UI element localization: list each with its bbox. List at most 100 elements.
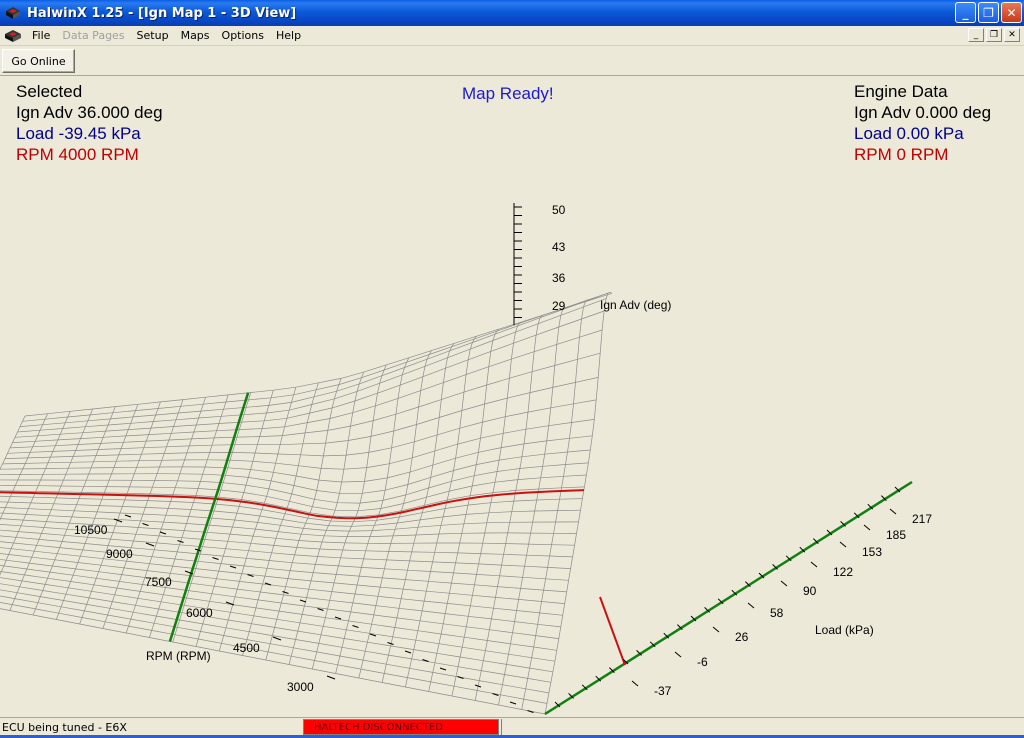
rpm-minor-tick-0	[124, 514, 132, 518]
z-tick-label: 36	[552, 271, 566, 285]
status-divider	[501, 719, 502, 735]
minimize-button[interactable]: _	[955, 2, 976, 23]
engine-data-panel: Engine Data Ign Adv 0.000 deg Load 0.00 …	[854, 81, 991, 165]
menu-file[interactable]: File	[32, 29, 51, 42]
rpm-axis-tick-2	[184, 570, 194, 575]
menu-maps[interactable]: Maps	[180, 29, 210, 42]
mesh-line-load-23	[474, 314, 545, 701]
rpm-minor-tick-23	[527, 710, 534, 713]
load-minor-tick-9	[677, 624, 683, 630]
rpm-axis-tick-5	[326, 675, 336, 680]
mesh-line-load-24	[498, 307, 567, 706]
load-minor-tick-11	[704, 607, 710, 613]
rpm-minor-tick-16	[404, 650, 412, 654]
mesh-line-load-5	[55, 404, 139, 620]
load-tick-label: 122	[833, 565, 853, 579]
close-button[interactable]: ✕	[1001, 2, 1022, 23]
app-icon[interactable]	[5, 6, 21, 20]
load-tick-label: 217	[912, 512, 932, 526]
map-3d-view[interactable]: 50 43 36 29 Ign Adv (deg) 10500 9000 7500 6000 4…	[0, 77, 1024, 717]
restore-button[interactable]: ❐	[978, 2, 999, 23]
rpm-trace-line	[0, 489, 584, 520]
load-minor-tick-25	[894, 486, 901, 493]
load-minor-tick-3	[595, 675, 602, 682]
z-tick-label: 29	[552, 299, 566, 313]
load-tick-label: 58	[770, 606, 784, 620]
mdi-restore-button[interactable]: ❐	[986, 28, 1002, 42]
load-minor-tick-23	[867, 503, 874, 510]
load-tick-label: 185	[886, 528, 906, 542]
connection-status: HALTECH DISCONNECTED	[303, 719, 499, 735]
menu-data-pages[interactable]: Data Pages	[62, 29, 125, 42]
rpm-minor-tick-1	[142, 523, 149, 526]
load-minor-tick-1	[568, 693, 574, 699]
load-minor-tick-19	[813, 538, 819, 544]
rpm-minor-tick-17	[422, 659, 429, 662]
mesh-line-rpm-7	[7, 377, 599, 454]
status-bar: ECU being tuned - E6X HALTECH DISCONNECT…	[0, 717, 1024, 738]
z-tick-label: 50	[552, 203, 566, 217]
load-axis-tick-6	[712, 626, 720, 633]
mesh-line-load-19	[381, 343, 455, 683]
load-axis-tick-8	[631, 680, 639, 687]
engine-ign-adv: Ign Adv 0.000 deg	[854, 103, 992, 122]
mdi-close-button[interactable]: ✕	[1004, 28, 1020, 42]
mesh-line-load-16	[311, 364, 387, 670]
title-bar: HalwinX 1.25 - [Ign Map 1 - 3D View] _ ❐…	[0, 0, 1024, 26]
go-online-button[interactable]: Go Online	[2, 49, 75, 73]
z-axis: 50 43 36 29 Ign Adv (deg)	[513, 203, 671, 325]
menu-setup[interactable]: Setup	[136, 29, 169, 42]
rpm-minor-tick-2	[159, 531, 167, 535]
document-icon[interactable]	[4, 29, 22, 43]
mesh-line-load-21	[428, 328, 500, 692]
engine-load: Load 0.00 kPa	[854, 124, 964, 143]
rpm-minor-tick-11	[317, 608, 324, 611]
rpm-minor-tick-22	[509, 701, 517, 705]
selected-rpm: RPM 4000 RPM	[16, 145, 139, 164]
mesh-line-load-13	[242, 382, 319, 656]
rpm-tick-label: 3000	[287, 680, 314, 694]
mesh-line-load-0	[0, 415, 26, 471]
rpm-minor-tick-12	[334, 616, 342, 620]
mesh-line-rpm-4	[14, 310, 605, 438]
mesh-line-rpm-25	[0, 553, 563, 616]
mesh-line-load-8	[125, 397, 206, 634]
mesh-line-load-26	[544, 292, 613, 715]
menu-options[interactable]: Options	[221, 29, 264, 42]
map-status: Map Ready!	[462, 84, 554, 103]
rpm-trace-drop	[599, 596, 626, 666]
ignition-map-3d-plot[interactable]: 50 43 36 29 Ign Adv (deg) 10500 9000 7500 6000 4…	[0, 77, 1024, 717]
load-axis-tick-7	[674, 651, 682, 658]
load-tick-label: 153	[862, 545, 882, 559]
mesh-line-rpm-11	[0, 449, 591, 494]
load-minor-tick-24	[881, 495, 887, 501]
load-axis-tick-3	[810, 561, 818, 568]
mesh-line-rpm-3	[17, 298, 607, 433]
engine-data-heading: Engine Data	[854, 82, 948, 101]
mesh-line-load-15	[288, 371, 365, 665]
load-axis-tick-4	[780, 580, 788, 587]
selected-heading: Selected	[16, 82, 83, 101]
mesh-line-load-25	[521, 299, 590, 710]
mesh-line-load-6	[79, 401, 161, 625]
load-minor-tick-15	[758, 572, 765, 579]
rpm-axis-tick-0	[113, 518, 123, 523]
rpm-axis-tick-1	[145, 542, 155, 547]
mdi-minimize-button[interactable]: _	[968, 28, 984, 42]
rpm-minor-tick-6	[229, 565, 237, 569]
load-axis-tick-5	[747, 602, 755, 609]
rpm-tick-label: 4500	[233, 641, 260, 655]
mesh-line-load-20	[405, 335, 477, 688]
rpm-minor-tick-9	[282, 591, 289, 594]
mesh-line-load-2	[0, 411, 71, 576]
load-minor-tick-20	[826, 529, 833, 536]
load-minor-tick-0	[554, 701, 561, 708]
load-minor-tick-2	[581, 684, 588, 691]
rpm-axis-tick-4	[272, 636, 282, 641]
load-minor-tick-6	[636, 650, 642, 656]
menu-help[interactable]: Help	[275, 29, 302, 42]
load-minor-tick-17	[785, 555, 792, 562]
taskbar-edge	[0, 735, 1024, 738]
load-minor-tick-10	[690, 615, 697, 622]
mesh-line-rpm-2	[19, 292, 609, 427]
